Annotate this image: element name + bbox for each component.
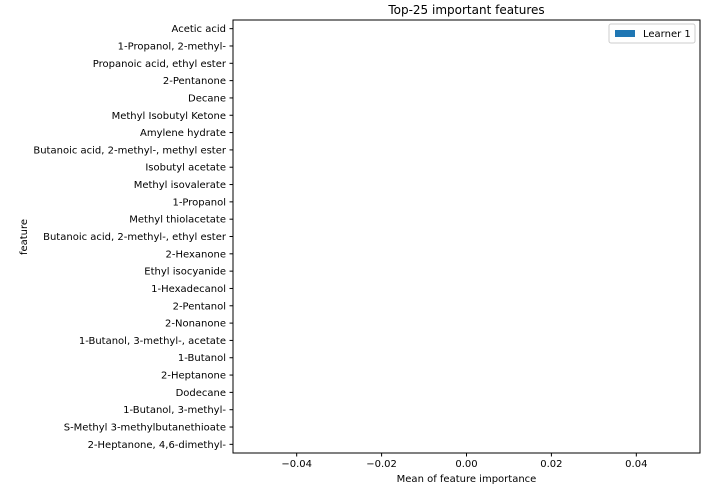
y-tick-label: Methyl thiolacetate	[129, 215, 226, 226]
y-axis-label: feature	[19, 219, 30, 255]
y-tick-label: 1-Hexadecanol	[151, 284, 226, 295]
y-tick-label: 2-Pentanone	[163, 76, 226, 87]
x-tick-label: 0.04	[625, 459, 647, 470]
y-tick-label: Ethyl isocyanide	[144, 267, 226, 278]
y-tick-label: Propanoic acid, ethyl ester	[93, 59, 227, 70]
plot-area	[232, 19, 701, 454]
legend-swatch	[615, 30, 635, 37]
x-axis-label: Mean of feature importance	[397, 474, 537, 485]
y-tick-label: Isobutyl acetate	[145, 163, 226, 174]
y-tick-label: 1-Butanol	[178, 353, 226, 364]
y-tick-label: 1-Butanol, 3-methyl-	[123, 405, 226, 416]
y-tick-label: Butanoic acid, 2-methyl-, ethyl ester	[43, 232, 227, 243]
x-axis: −0.04 −0.02 0.00 0.02 0.04	[281, 453, 647, 470]
y-tick-label: Amylene hydrate	[140, 128, 226, 139]
x-tick-label: 0.00	[455, 459, 477, 470]
x-tick-label: −0.02	[366, 459, 397, 470]
y-tick-label: Acetic acid	[172, 24, 226, 35]
y-axis: Acetic acid 1-Propanol, 2-methyl- Propanoi…	[33, 24, 233, 451]
y-tick-label: 1-Propanol	[172, 197, 226, 208]
y-tick-label: Dodecane	[176, 388, 226, 399]
y-tick-label: Methyl Isobutyl Ketone	[112, 111, 226, 122]
y-tick-label: 2-Heptanone	[161, 371, 226, 382]
legend: Learner 1	[608, 23, 696, 44]
y-tick-label: Decane	[188, 93, 226, 104]
y-tick-label: Methyl isovalerate	[134, 180, 226, 191]
y-tick-label: 2-Nonanone	[165, 319, 226, 330]
y-tick-label: 1-Butanol, 3-methyl-, acetate	[79, 336, 226, 347]
plot-frame	[232, 19, 701, 454]
y-tick-label: 2-Hexanone	[166, 249, 226, 260]
x-tick-label: 0.02	[540, 459, 562, 470]
y-tick-label: 2-Heptanone, 4,6-dimethyl-	[88, 440, 227, 451]
chart-title: Top-25 important features	[387, 3, 544, 17]
y-tick-label: 1-Propanol, 2-methyl-	[118, 41, 227, 52]
y-tick-label: S-Methyl 3-methylbutanethioate	[64, 423, 226, 434]
legend-frame	[608, 23, 696, 44]
y-tick-label: 2-Pentanol	[173, 301, 226, 312]
x-tick-label: −0.04	[281, 459, 312, 470]
legend-label: Learner 1	[643, 29, 691, 40]
y-tick-label: Butanoic acid, 2-methyl-, methyl ester	[33, 145, 227, 156]
